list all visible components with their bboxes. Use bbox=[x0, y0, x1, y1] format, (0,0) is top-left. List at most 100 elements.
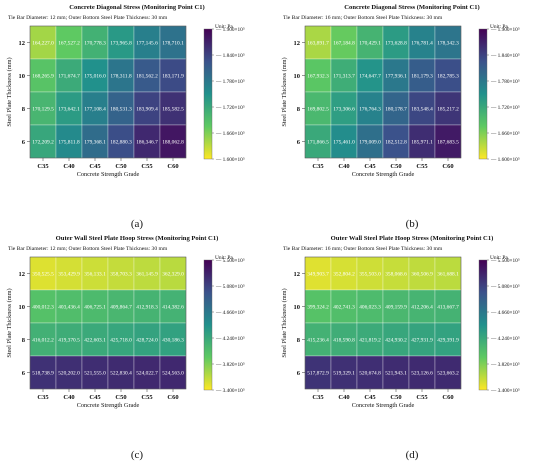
cell-value-label: 355,503.0 bbox=[359, 272, 381, 278]
heatmap-cell bbox=[81, 91, 109, 126]
y-axis-label: Steel Plate Thickness (mm) bbox=[281, 288, 288, 357]
x-axis-label: Concrete Strength Grade bbox=[352, 402, 415, 409]
y-tick-label: 10 bbox=[19, 304, 26, 311]
cell-value-label: 520,674.8 bbox=[359, 371, 381, 377]
x-tick-label: C40 bbox=[338, 163, 349, 170]
colorbar-tick-label: — 4.660×10⁵ bbox=[215, 310, 245, 316]
cell-value-label: 360,506.9 bbox=[411, 272, 433, 278]
chart-title: Outer Wall Steel Plate Hoop Stress (Moni… bbox=[331, 235, 494, 242]
x-tick-label: C60 bbox=[442, 394, 453, 401]
cell-value-label: 416,012.2 bbox=[32, 338, 54, 344]
heatmap-panel-a: Concrete Diagonal Stress (Monitoring Poi… bbox=[0, 0, 275, 231]
cell-value-label: 180,178.7 bbox=[385, 107, 407, 113]
heatmap-cell bbox=[304, 124, 332, 159]
y-axis-label: Steel Plate Thickness (mm) bbox=[6, 57, 13, 126]
heatmap-cell bbox=[434, 355, 462, 390]
cell-value-label: 176,764.3 bbox=[359, 107, 381, 113]
heatmap-cell bbox=[382, 355, 410, 390]
x-axis-label: Concrete Strength Grade bbox=[77, 171, 140, 178]
heatmap-cell bbox=[159, 289, 187, 324]
cell-value-label: 167,527.2 bbox=[58, 41, 80, 47]
colorbar-tick-label: — 1.600×10⁵ bbox=[215, 157, 245, 163]
colorbar-tick-label: — 3.400×10⁵ bbox=[490, 388, 520, 394]
heatmap-cell bbox=[133, 322, 161, 357]
heatmap-svg: Concrete Diagonal Stress (Monitoring Poi… bbox=[281, 4, 520, 230]
y-tick-label: 8 bbox=[297, 337, 301, 344]
cell-value-label: 173,965.8 bbox=[110, 41, 132, 47]
heatmap-panel-b: Concrete Diagonal Stress (Monitoring Poi… bbox=[275, 0, 550, 231]
x-tick-label: C55 bbox=[416, 163, 428, 170]
y-tick-label: 12 bbox=[294, 40, 301, 47]
y-tick-label: 12 bbox=[294, 271, 301, 278]
cell-value-label: 358,068.6 bbox=[385, 272, 407, 278]
cell-value-label: 177,145.6 bbox=[136, 41, 158, 47]
cell-value-label: 185,582.5 bbox=[162, 107, 184, 113]
heatmap-cell bbox=[330, 322, 358, 357]
heatmap-cell bbox=[408, 25, 436, 60]
cell-value-label: 179,009.0 bbox=[359, 140, 381, 146]
x-tick-label: C45 bbox=[364, 163, 376, 170]
colorbar-tick-label: — 3.820×10⁵ bbox=[215, 362, 245, 368]
x-tick-label: C50 bbox=[115, 394, 126, 401]
cell-value-label: 356,133.1 bbox=[84, 272, 106, 278]
x-tick-label: C35 bbox=[37, 163, 49, 170]
heatmap-cell bbox=[304, 25, 332, 60]
cell-value-label: 361,688.1 bbox=[437, 272, 459, 278]
cell-value-label: 178,311.8 bbox=[110, 74, 132, 80]
heatmap-cell bbox=[29, 25, 57, 60]
y-tick-label: 10 bbox=[294, 73, 301, 80]
heatmap-svg: Concrete Diagonal Stress (Monitoring Poi… bbox=[6, 4, 245, 230]
heatmap-cell bbox=[356, 289, 384, 324]
cell-value-label: 524,563.0 bbox=[162, 371, 184, 377]
cell-value-label: 403,436.4 bbox=[58, 305, 80, 311]
cell-value-label: 178,342.3 bbox=[437, 41, 459, 47]
cell-value-label: 179,368.1 bbox=[84, 140, 106, 146]
cell-value-label: 164,227.0 bbox=[32, 41, 54, 47]
cell-value-label: 518,738.9 bbox=[32, 371, 54, 377]
chart-title: Outer Wall Steel Plate Hoop Stress (Moni… bbox=[56, 235, 219, 242]
heatmap-cell bbox=[408, 289, 436, 324]
cell-value-label: 170,429.1 bbox=[359, 41, 381, 47]
colorbar bbox=[478, 28, 488, 160]
x-axis-label: Concrete Strength Grade bbox=[352, 171, 415, 178]
chart-subtitle: Tie Bar Diameter: 12 mm; Outer Bottom St… bbox=[8, 15, 168, 21]
heatmap-cell bbox=[330, 58, 358, 93]
chart-subtitle: Tie Bar Diameter: 12 mm; Outer Bottom St… bbox=[8, 246, 168, 252]
heatmap-cell bbox=[55, 91, 83, 126]
x-tick-label: C55 bbox=[141, 163, 153, 170]
heatmap-cell bbox=[382, 58, 410, 93]
cell-value-label: 177,108.4 bbox=[84, 107, 106, 113]
x-tick-label: C40 bbox=[63, 394, 74, 401]
y-tick-label: 8 bbox=[22, 106, 26, 113]
cell-value-label: 522,830.4 bbox=[110, 371, 132, 377]
cell-value-label: 523,126.6 bbox=[411, 371, 433, 377]
colorbar bbox=[203, 28, 213, 160]
colorbar-tick-label: — 4.240×10⁵ bbox=[490, 336, 520, 342]
cell-value-label: 352,804.2 bbox=[333, 272, 355, 278]
cell-value-label: 413,667.7 bbox=[437, 305, 459, 311]
heatmap-cell bbox=[304, 322, 332, 357]
chart-title: Concrete Diagonal Stress (Monitoring Poi… bbox=[344, 4, 479, 11]
heatmap-cell bbox=[107, 124, 135, 159]
cell-value-label: 171,674.7 bbox=[58, 74, 80, 80]
panel-label: (d) bbox=[406, 449, 419, 461]
cell-value-label: 521,943.1 bbox=[385, 371, 407, 377]
colorbar-tick-label: — 1.660×10⁵ bbox=[215, 131, 245, 137]
heatmap-cell bbox=[55, 124, 83, 159]
colorbar-tick-label: — 1.900×10⁵ bbox=[490, 27, 520, 33]
cell-value-label: 424,930.2 bbox=[385, 338, 407, 344]
heatmap-cell bbox=[159, 322, 187, 357]
heatmap-cell bbox=[330, 25, 358, 60]
panel-label: (c) bbox=[131, 449, 144, 461]
unit-label: Unit: Pa bbox=[490, 24, 508, 30]
cell-value-label: 400,012.3 bbox=[32, 305, 54, 311]
cell-value-label: 171,313.7 bbox=[333, 74, 355, 80]
cell-value-label: 358,703.3 bbox=[110, 272, 132, 278]
cell-value-label: 167,932.3 bbox=[307, 74, 329, 80]
heatmap-svg: Outer Wall Steel Plate Hoop Stress (Moni… bbox=[6, 235, 245, 461]
cell-value-label: 425,718.0 bbox=[110, 338, 132, 344]
unit-label: Unit: Pa bbox=[215, 24, 233, 30]
cell-value-label: 422,603.1 bbox=[84, 338, 106, 344]
cell-value-label: 412,918.3 bbox=[136, 305, 158, 311]
cell-value-label: 427,931.9 bbox=[411, 338, 433, 344]
